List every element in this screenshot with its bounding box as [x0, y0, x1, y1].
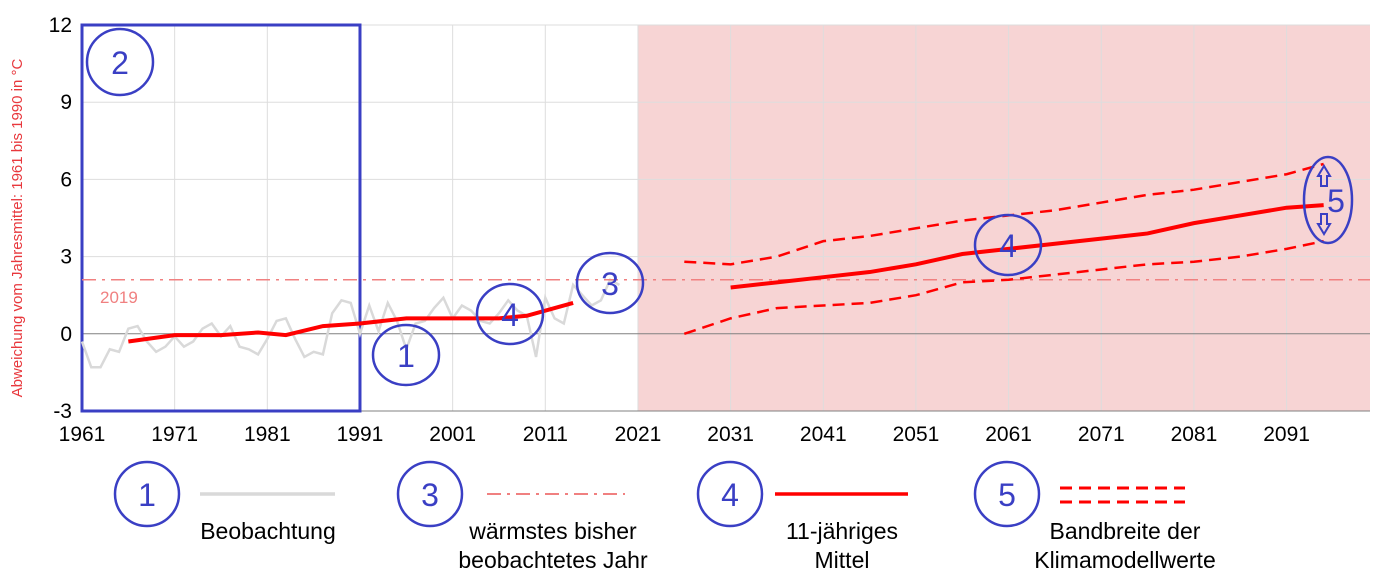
- arrow-up: [1316, 164, 1332, 187]
- reference-period: [80, 23, 362, 413]
- y-tick-label: 6: [60, 168, 72, 191]
- y-tick-label: 0: [60, 323, 72, 346]
- annotation-label: 4: [501, 297, 519, 333]
- legend-circle: [696, 460, 764, 528]
- x-tick-label: 2021: [615, 423, 662, 446]
- legend-circle: [396, 460, 464, 528]
- legend-marker: 4: [721, 477, 739, 513]
- annotation-label: 1: [397, 338, 415, 374]
- arrow-down: [1316, 213, 1332, 236]
- annotation-label: 5: [1327, 183, 1345, 219]
- legend-marker: 3: [421, 477, 439, 513]
- x-tick-label: 2031: [707, 423, 754, 446]
- annotation-circle: [371, 323, 441, 387]
- x-tick-label: 2011: [523, 423, 568, 446]
- x-tick-label: 2091: [1263, 423, 1310, 446]
- y-tick-label: 12: [49, 14, 72, 37]
- legend-circle: [113, 460, 181, 528]
- y-tick-label: -3: [53, 400, 72, 423]
- x-tick-label: 1961: [59, 423, 106, 446]
- legend-label: Beobachtung: [200, 518, 336, 544]
- annotation-circle: [1302, 155, 1354, 245]
- annotation-label: 4: [999, 228, 1017, 264]
- annotation-label: 2: [111, 45, 129, 81]
- x-tick-label: 2041: [800, 423, 847, 446]
- legend-marker: 1: [138, 477, 156, 513]
- series-line: [683, 239, 1324, 335]
- y-tick-label: 9: [60, 91, 72, 114]
- annotation-label: 3: [601, 266, 619, 302]
- x-tick-label: 2071: [1078, 423, 1125, 446]
- y-tick-label: 3: [60, 246, 72, 269]
- legend-label: 11-jähriges Mittel: [785, 518, 899, 573]
- legend-label: wärmstes bisher beobachtetes Jahr: [458, 518, 648, 573]
- annotation-circle: [85, 27, 155, 97]
- series-line: [128, 203, 1324, 344]
- y-axis-label: Abweichung vom Jahresmittel: 1961 bis 19…: [9, 58, 26, 397]
- x-tick-label: 1991: [337, 423, 384, 446]
- projection-area: [637, 25, 1370, 411]
- series-line: [80, 278, 621, 369]
- x-tick-label: 2051: [893, 423, 940, 446]
- reference-label: 2019: [100, 288, 138, 307]
- x-tick-label: 2001: [429, 423, 476, 446]
- annotation-circle: [475, 282, 545, 346]
- x-tick-label: 2081: [1171, 423, 1218, 446]
- x-tick-label: 2061: [985, 423, 1032, 446]
- annotation-circle: [973, 213, 1043, 277]
- x-tick-label: 1981: [244, 423, 291, 446]
- legend-label: Bandbreite der Klimamodellwerte: [1034, 518, 1216, 573]
- x-tick-label: 1971: [151, 423, 198, 446]
- legend-marker: 5: [998, 477, 1016, 513]
- legend-circle: [973, 460, 1041, 528]
- annotation-circle: [575, 251, 645, 315]
